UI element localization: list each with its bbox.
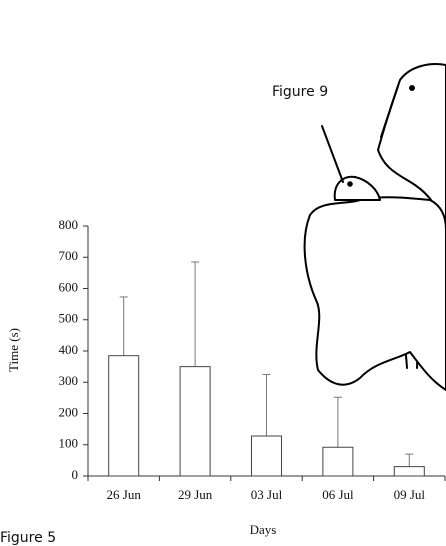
bar [323,447,353,476]
y-tick-label: 400 [59,342,79,357]
bar [180,367,210,476]
drawing-label: Figure 9 [272,84,328,100]
bird-drawing [305,64,446,390]
figure-label: Figure 5 [0,530,56,546]
x-tick-label: 03 Jul [251,487,283,502]
y-tick-label: 100 [59,436,79,451]
small-bird-beak [322,126,343,182]
bar [394,467,424,476]
y-tick-label: 800 [59,217,79,232]
y-tick-label: 500 [59,311,79,326]
small-bird-eye [348,182,352,186]
bar [252,436,282,476]
x-tick-label: 09 Jul [394,487,426,502]
y-tick-label: 300 [59,373,79,388]
y-tick-label: 0 [72,467,79,482]
tall-bird-eye [410,86,414,90]
x-tick-label: 26 Jun [107,487,142,502]
y-tick-label: 600 [59,279,79,294]
x-tick-label: 29 Jun [178,487,213,502]
bar [109,356,139,476]
figure: Figure 9 Figure 5 Days Time (s) 0 100 200 3… [0,0,446,546]
x-axis-label: Days [250,522,277,537]
y-axis-label: Time (s) [6,328,21,372]
rock-shape [305,197,446,390]
y-tick-label: 700 [59,248,79,263]
x-tick-label: 06 Jul [322,487,354,502]
y-tick-label: 200 [59,404,79,419]
